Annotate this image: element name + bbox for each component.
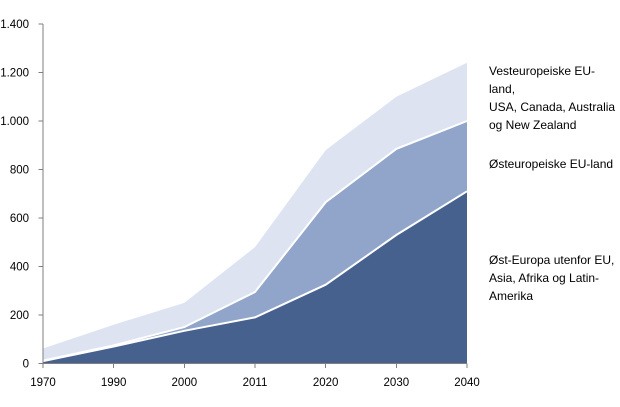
band-separator-1: [42, 120, 468, 362]
y-tick-label-7: 1.400: [0, 19, 29, 31]
legend-label-east-european-eu: Østeuropeiske EU-land: [489, 157, 614, 171]
band-separator-0: [42, 190, 468, 363]
y-tick-label-0: 0: [23, 359, 29, 371]
area-band-0: [43, 191, 467, 364]
y-tick-label-1: 200: [10, 310, 29, 322]
x-tick-label-4: 2020: [313, 377, 339, 389]
x-tick-label-6: 2040: [454, 377, 480, 389]
y-tick-label-2: 400: [10, 262, 29, 274]
x-tick-label-0: 1970: [30, 377, 56, 389]
legend-label-west-european: Vesteuropeiske EU-land, USA, Canada, Aus…: [489, 64, 616, 132]
x-tick-label-1: 1990: [101, 377, 127, 389]
y-tick-label-3: 600: [10, 213, 29, 225]
y-tick-label-5: 1.000: [0, 116, 29, 128]
x-tick-label-3: 2011: [243, 377, 268, 389]
x-tick-label-5: 2030: [384, 377, 410, 389]
y-tick-label-6: 1.200: [0, 68, 29, 80]
x-tick-label-2: 2000: [172, 377, 198, 389]
legend-label-east-europe-outside-eu: Øst-Europa utenfor EU, Asia, Afrika og L…: [489, 253, 615, 303]
y-tick-label-4: 800: [10, 165, 29, 177]
